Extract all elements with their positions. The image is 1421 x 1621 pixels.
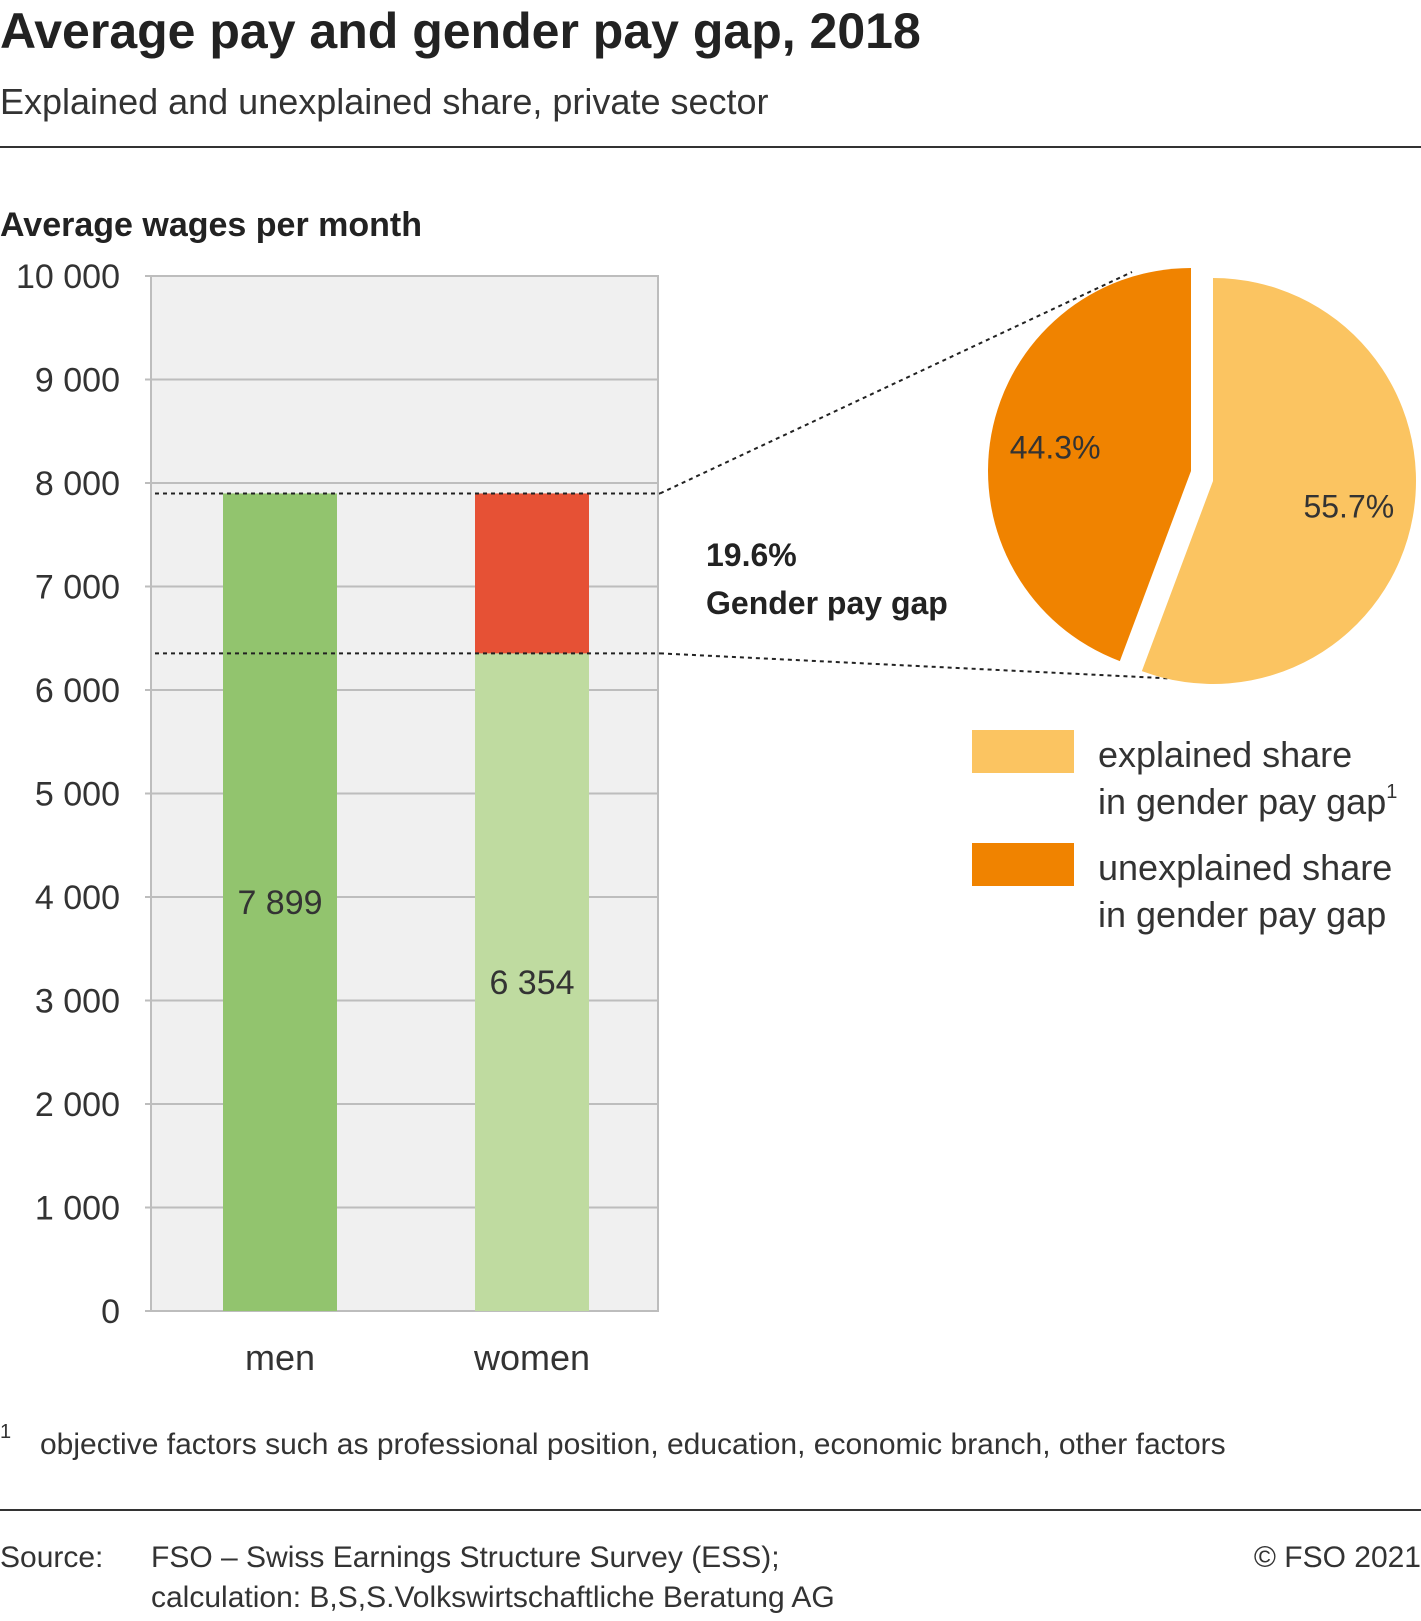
source-label: Source: bbox=[0, 1541, 103, 1574]
y-tick-label: 1 000 bbox=[35, 1190, 120, 1228]
y-tick-label: 9 000 bbox=[35, 362, 120, 400]
bars bbox=[223, 493, 589, 1311]
bar-data-labels: 7 899 6 354 bbox=[237, 884, 574, 1002]
category-label-men: men bbox=[245, 1337, 315, 1378]
pie-slice-unexplained bbox=[988, 268, 1191, 662]
footnote-text: objective factors such as professional p… bbox=[40, 1428, 1226, 1461]
y-axis-title: Average wages per month bbox=[0, 206, 422, 244]
copyright: © FSO 2021 bbox=[1254, 1541, 1421, 1574]
y-tick-label: 0 bbox=[101, 1293, 120, 1331]
gap-guide-lines bbox=[155, 271, 1223, 682]
category-label-women: women bbox=[473, 1337, 590, 1378]
pie-label-explained: 55.7% bbox=[1303, 489, 1394, 525]
legend-explained-line2-group: in gender pay gap1 bbox=[1098, 781, 1397, 822]
legend-swatch-unexplained bbox=[972, 843, 1074, 886]
legend-unexplained-line2: in gender pay gap bbox=[1098, 894, 1386, 935]
legend-explained-line1: explained share bbox=[1098, 734, 1352, 775]
pie-label-unexplained: 44.3% bbox=[1010, 429, 1101, 465]
pie-slice-explained bbox=[1141, 278, 1416, 684]
y-tick-label: 5 000 bbox=[35, 776, 120, 814]
guide-line-to-pie-bottom bbox=[659, 652, 1223, 682]
bar-label-men: 7 899 bbox=[237, 884, 322, 922]
legend-explained-line2: in gender pay gap bbox=[1098, 781, 1386, 822]
y-tick-label: 4 000 bbox=[35, 879, 120, 917]
legend-swatch-explained bbox=[972, 730, 1074, 773]
pie-chart: 55.7% 44.3% bbox=[988, 268, 1416, 684]
y-tick-label: 7 000 bbox=[35, 569, 120, 607]
gap-label: Gender pay gap bbox=[706, 585, 948, 621]
guide-line-to-pie-top bbox=[659, 271, 1133, 495]
legend-unexplained-line1: unexplained share bbox=[1098, 847, 1392, 888]
source-line2: calculation: B,S,S.Volkswirtschaftliche … bbox=[151, 1581, 835, 1614]
chart-subtitle: Explained and unexplained share, private… bbox=[0, 81, 769, 122]
footnote-marker: 1 bbox=[0, 1421, 11, 1443]
y-tick-label: 2 000 bbox=[35, 1086, 120, 1124]
bar-women bbox=[475, 653, 589, 1311]
chart-title: Average pay and gender pay gap, 2018 bbox=[0, 3, 921, 59]
y-axis-ticks: 0 1 000 2 000 3 000 4 000 5 000 6 000 7 000 8 00… bbox=[16, 258, 120, 1331]
source-line1: FSO – Swiss Earnings Structure Survey (E… bbox=[151, 1541, 780, 1574]
gap-value: 19.6% bbox=[706, 537, 797, 573]
bar-label-women: 6 354 bbox=[489, 964, 574, 1002]
y-tick-label: 6 000 bbox=[35, 672, 120, 710]
x-axis-categories: men women bbox=[245, 1337, 590, 1378]
y-tick-label: 3 000 bbox=[35, 983, 120, 1021]
legend-explained-superscript: 1 bbox=[1386, 781, 1397, 803]
bar-women-gap-segment bbox=[475, 493, 589, 654]
y-tick-label: 8 000 bbox=[35, 465, 120, 503]
y-tick-label: 10 000 bbox=[16, 258, 120, 296]
bar-men bbox=[223, 493, 337, 1311]
